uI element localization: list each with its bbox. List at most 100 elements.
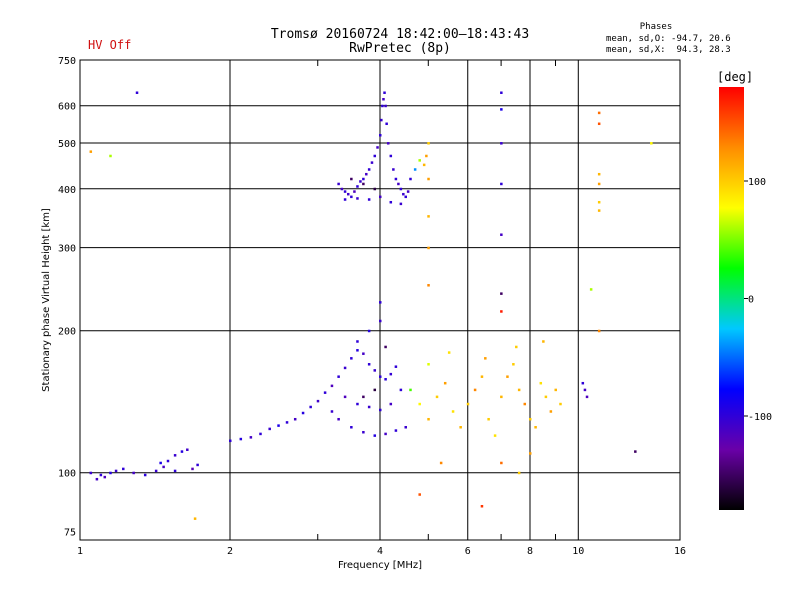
data-point — [427, 246, 430, 250]
data-point — [229, 439, 232, 443]
data-point — [367, 198, 371, 201]
y-tick-label: 750 — [58, 56, 76, 67]
data-point — [597, 122, 601, 126]
data-point — [425, 154, 428, 158]
x-tick-label: 1 — [77, 546, 83, 557]
x-tick-label: 4 — [377, 546, 383, 557]
data-point — [89, 150, 93, 153]
data-point — [95, 477, 99, 481]
data-point — [544, 395, 548, 399]
data-point — [597, 200, 601, 204]
data-point — [534, 426, 537, 429]
x-tick-label: 10 — [572, 546, 584, 557]
data-point — [484, 357, 487, 360]
y-tick-label: 300 — [58, 244, 76, 255]
y-tick-label: 200 — [58, 327, 76, 338]
data-point — [373, 154, 377, 158]
data-point — [380, 118, 383, 122]
data-point — [597, 329, 601, 333]
data-point — [340, 187, 344, 191]
data-point — [386, 142, 390, 145]
data-point — [404, 426, 407, 429]
data-point — [500, 310, 503, 313]
data-point — [350, 177, 353, 181]
data-point — [350, 195, 353, 199]
data-point — [402, 192, 405, 196]
data-point — [413, 168, 417, 171]
data-point — [379, 319, 382, 323]
data-point — [343, 366, 347, 370]
x-tick-label: 8 — [527, 546, 533, 557]
data-point — [367, 329, 371, 333]
data-point — [389, 154, 393, 158]
data-point — [89, 471, 93, 475]
data-point — [487, 417, 490, 421]
data-point — [362, 352, 365, 355]
data-point — [186, 448, 189, 451]
data-point — [418, 159, 421, 162]
data-point — [384, 432, 387, 436]
hv-status-label: HV Off — [88, 38, 132, 52]
data-point — [337, 417, 340, 421]
data-point — [191, 467, 194, 471]
data-point — [500, 461, 503, 465]
data-point — [427, 177, 430, 181]
chart-title: Tromsø 20160724 18:42:00–18:43:43 — [270, 27, 530, 42]
data-point — [99, 473, 103, 477]
colorbar — [719, 87, 744, 510]
data-point — [585, 395, 589, 399]
data-point — [397, 182, 400, 186]
colorbar-label: [deg] — [717, 70, 754, 84]
data-point — [350, 357, 353, 360]
data-point — [132, 471, 135, 475]
data-point — [343, 190, 347, 193]
data-point — [196, 463, 199, 467]
x-axis-label: Frequency [MHz] — [338, 560, 422, 571]
data-point — [309, 405, 312, 409]
data-point — [384, 104, 387, 108]
data-point — [268, 427, 271, 431]
data-point — [427, 142, 430, 145]
data-point — [379, 408, 382, 412]
data-point — [343, 395, 347, 399]
data-point — [362, 182, 365, 186]
data-point — [367, 168, 371, 171]
data-point — [356, 402, 359, 406]
data-point — [330, 384, 334, 388]
data-point — [316, 399, 320, 403]
data-point — [359, 180, 362, 183]
data-point — [382, 97, 385, 101]
data-point — [389, 402, 393, 406]
data-point — [394, 429, 398, 432]
data-point — [443, 381, 447, 385]
data-point — [373, 369, 377, 372]
data-point — [473, 388, 477, 392]
data-point — [406, 190, 410, 193]
y-tick-label: 500 — [58, 139, 76, 150]
data-point — [376, 146, 379, 149]
data-point — [239, 437, 243, 441]
data-point — [356, 185, 359, 188]
data-point — [529, 452, 532, 455]
data-point — [379, 195, 382, 199]
data-point — [404, 195, 407, 199]
data-point — [389, 372, 393, 376]
data-point — [539, 381, 543, 385]
data-point — [379, 301, 382, 304]
data-point — [500, 91, 503, 94]
data-point — [373, 187, 377, 191]
data-point — [427, 215, 430, 218]
data-point — [143, 473, 147, 477]
data-point — [180, 450, 184, 453]
data-point — [356, 340, 359, 343]
data-point — [373, 434, 377, 437]
data-point — [381, 104, 384, 108]
data-point — [597, 172, 601, 176]
data-point — [554, 388, 557, 392]
data-point — [517, 471, 521, 475]
data-point — [362, 430, 365, 434]
data-point — [589, 288, 593, 291]
data-point — [277, 424, 280, 427]
data-point — [409, 388, 412, 392]
